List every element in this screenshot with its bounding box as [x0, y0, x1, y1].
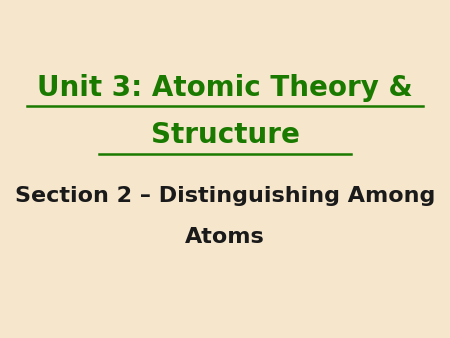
Text: Section 2 – Distinguishing Among: Section 2 – Distinguishing Among — [15, 186, 435, 206]
Text: Atoms: Atoms — [185, 226, 265, 247]
Text: Structure: Structure — [151, 121, 299, 149]
Text: Unit 3: Atomic Theory &: Unit 3: Atomic Theory & — [37, 74, 413, 102]
